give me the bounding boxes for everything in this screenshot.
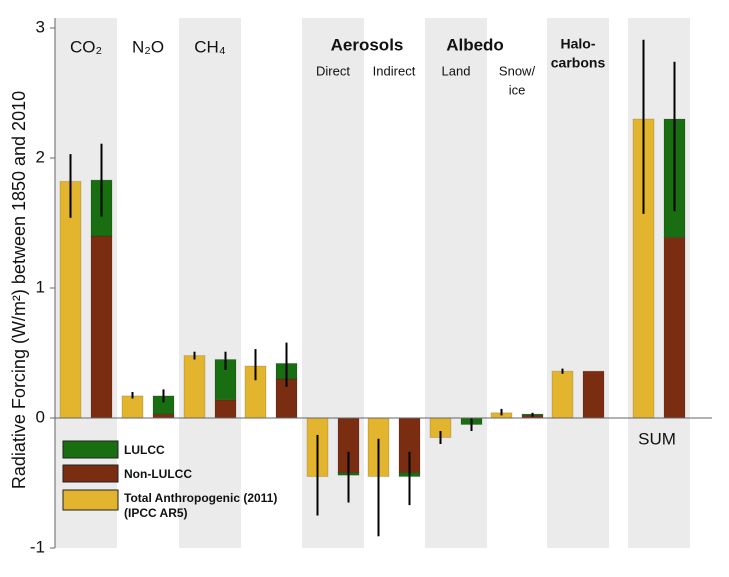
band bbox=[425, 18, 487, 548]
bar bbox=[551, 370, 574, 419]
y-tick-label: 3 bbox=[36, 17, 45, 36]
category-label: Snow/ bbox=[499, 63, 536, 78]
group-label: Albedo bbox=[446, 35, 504, 54]
legend-label: Total Anthropogenic (2011) (IPCC AR5) bbox=[124, 491, 278, 520]
category-label: Land bbox=[442, 63, 471, 78]
y-tick-label: 1 bbox=[36, 277, 45, 296]
category-label: Indirect bbox=[373, 63, 416, 78]
legend-swatch bbox=[62, 440, 119, 459]
category-label: N₂O bbox=[132, 37, 164, 56]
bar bbox=[152, 413, 175, 419]
band bbox=[547, 18, 609, 548]
category-label: ice bbox=[509, 82, 526, 97]
category-label: CO₂ bbox=[70, 37, 102, 56]
bar bbox=[663, 236, 686, 419]
legend-label: LULCC bbox=[124, 443, 165, 457]
y-tick-label: -1 bbox=[30, 537, 45, 556]
bar bbox=[183, 355, 206, 419]
y-tick-label: 0 bbox=[36, 407, 45, 426]
category-label: carbons bbox=[551, 55, 606, 71]
bar bbox=[214, 399, 237, 419]
bar bbox=[90, 235, 113, 419]
band bbox=[179, 18, 241, 548]
category-label: CH₄ bbox=[194, 37, 226, 56]
legend-swatch bbox=[62, 464, 119, 483]
bar bbox=[121, 395, 144, 419]
bar bbox=[582, 370, 605, 419]
legend-label: Non-LULCC bbox=[124, 467, 192, 481]
category-label: Halo- bbox=[561, 36, 596, 52]
legend-swatch bbox=[62, 489, 119, 511]
y-axis-label: Radiative Forcing (W/m²) between 1850 an… bbox=[9, 91, 29, 489]
category-label: SUM bbox=[638, 429, 676, 448]
category-label: Direct bbox=[316, 63, 350, 78]
y-tick-label: 2 bbox=[36, 147, 45, 166]
group-label: Aerosols bbox=[331, 35, 404, 54]
